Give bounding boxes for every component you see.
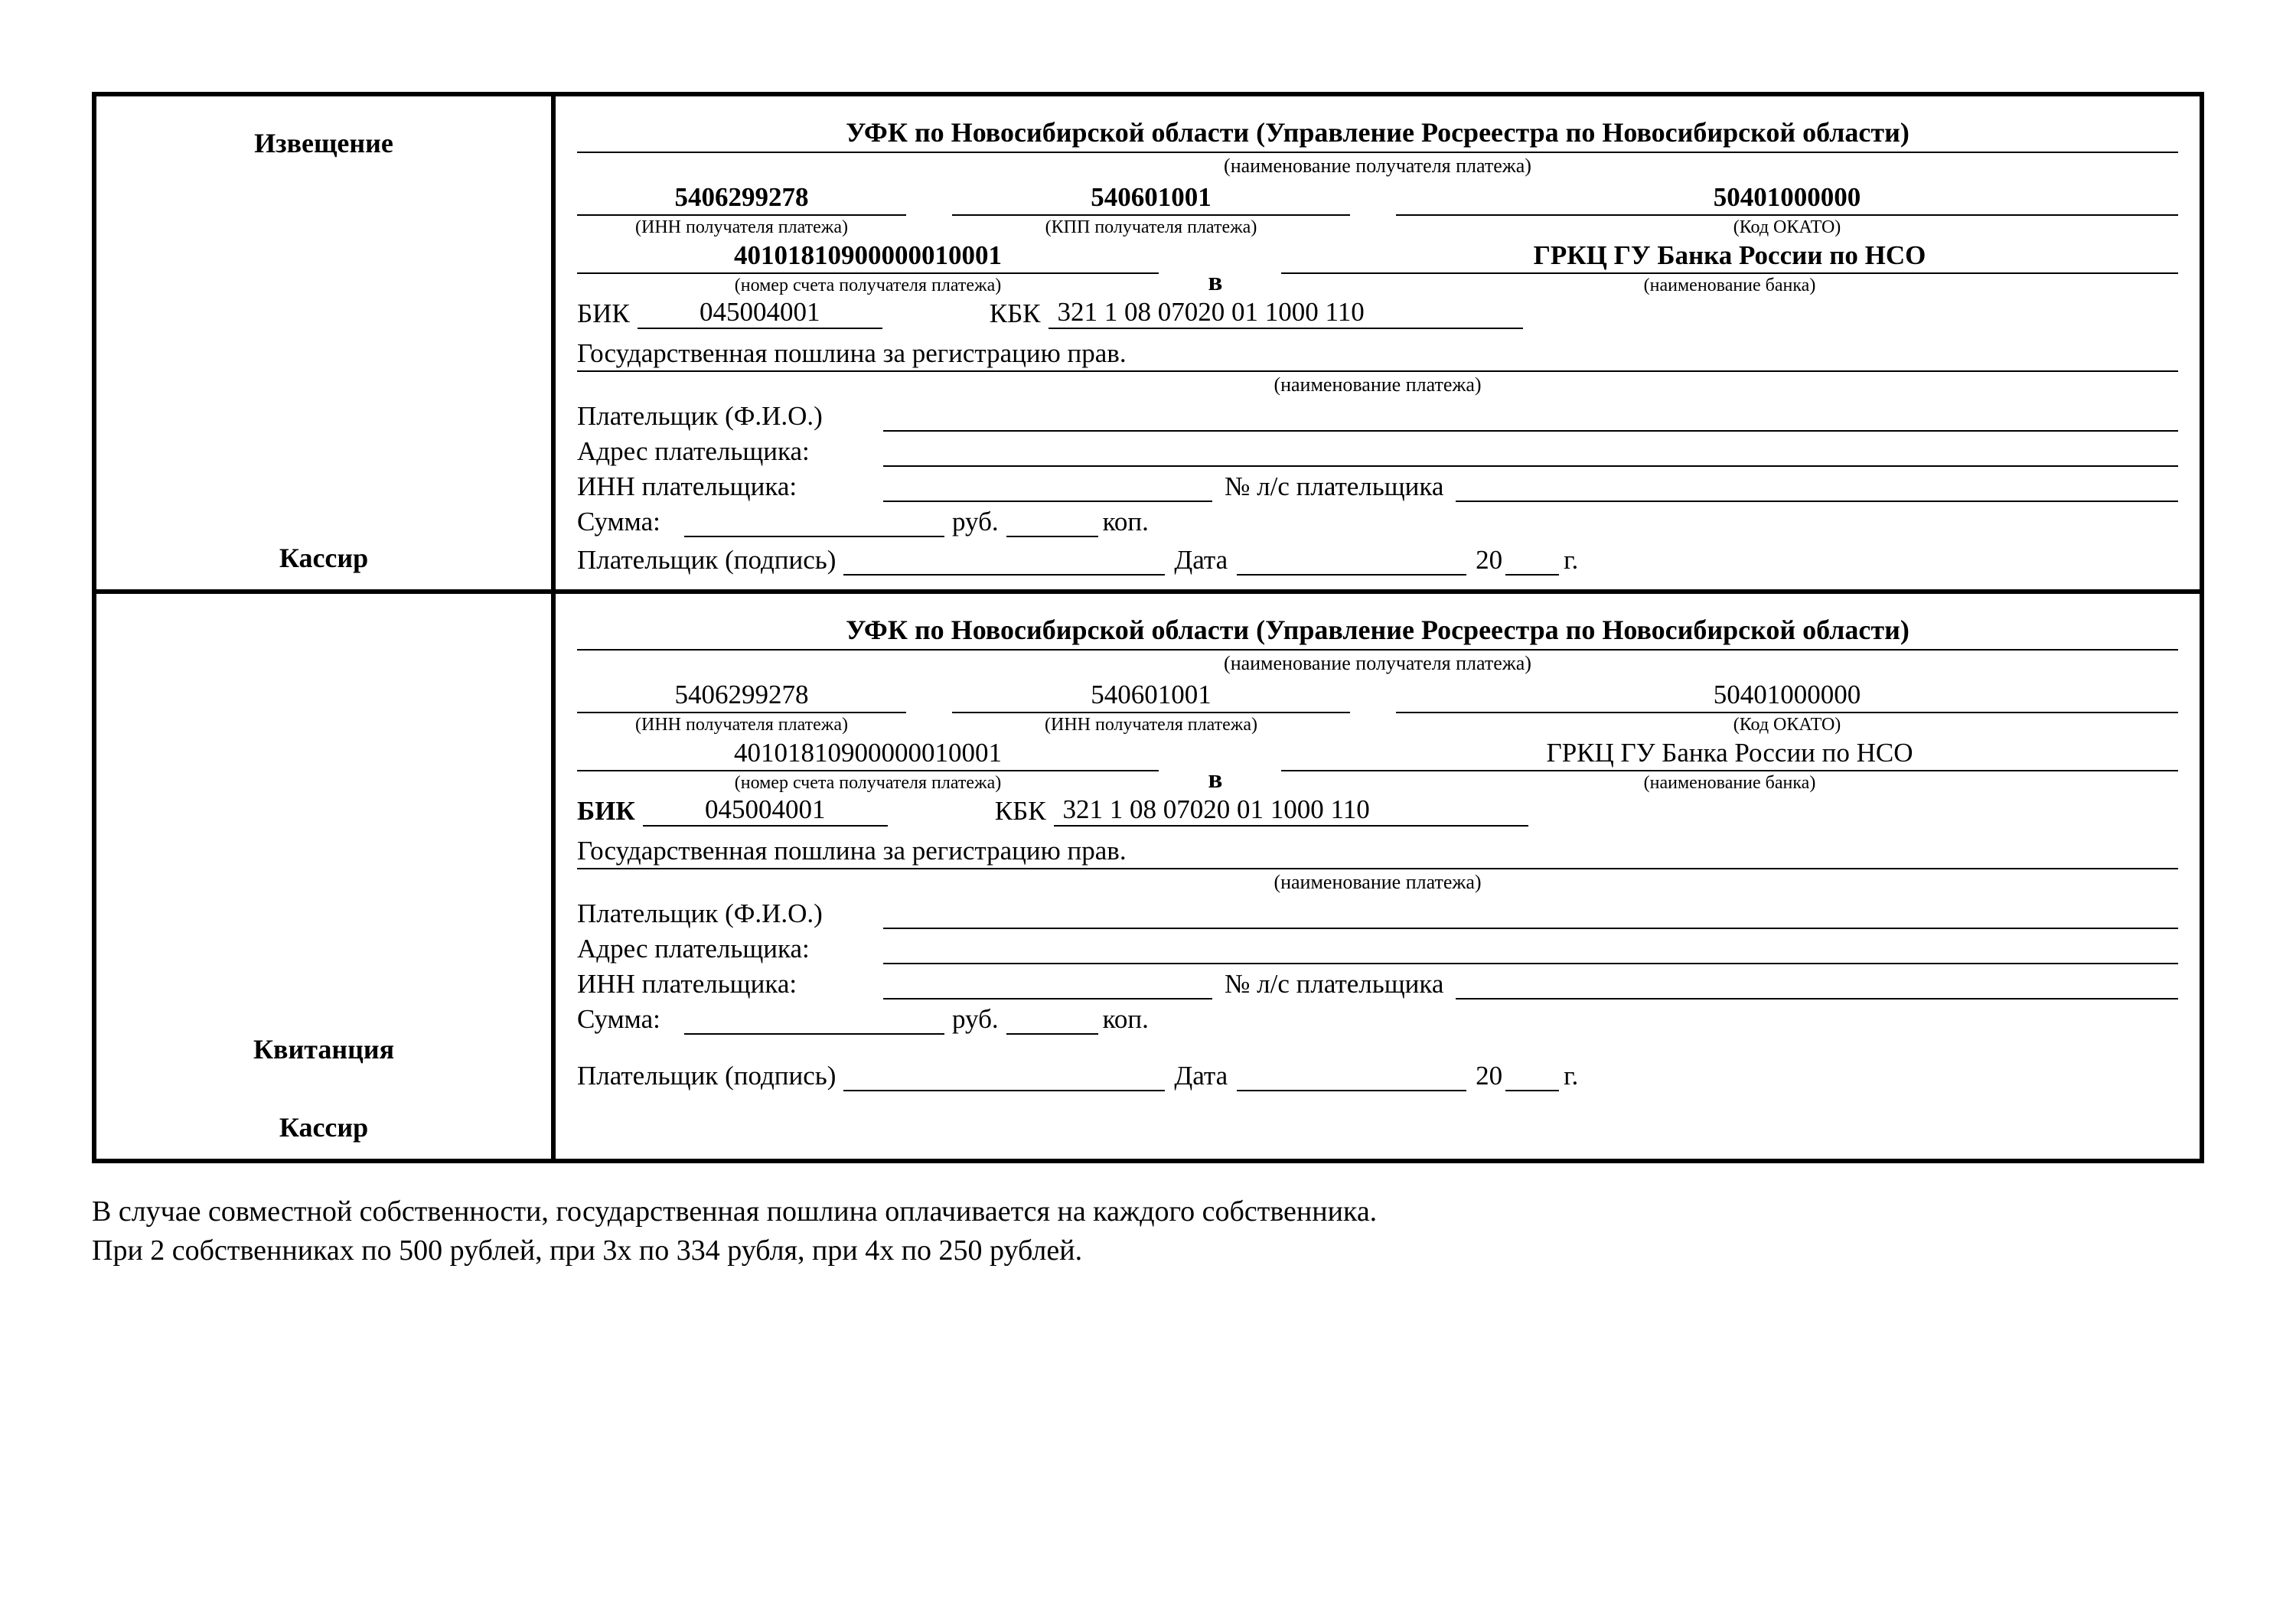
payment-hint-top: (наименование платежа) (577, 373, 2178, 396)
payment-purpose-bottom: Государственная пошлина за регистрацию п… (577, 836, 2178, 869)
date-label-top: Дата (1165, 545, 1237, 576)
inn-top: 5406299278 (577, 182, 906, 216)
kbk-bottom: 321 1 08 07020 01 1000 110 (1054, 794, 1528, 827)
kpp-hint-top: (КПП получателя платежа) (952, 217, 1350, 239)
notice-side-col: Извещение Кассир (96, 96, 556, 589)
account-bottom: 40101810900000010001 (577, 738, 1159, 771)
okato-hint-bottom: (Код ОКАТО) (1396, 715, 2178, 736)
year-prefix-bottom: 20 (1466, 1061, 1505, 1091)
okato-bottom: 50401000000 (1396, 680, 2178, 713)
sum-rub-blank-bottom (684, 1007, 944, 1035)
cashier-label-top: Кассир (279, 542, 368, 574)
signature-label-top: Плательщик (подпись) (577, 545, 843, 576)
kpp-top: 540601001 (952, 182, 1350, 216)
date-blank-top (1237, 548, 1466, 576)
kbk-label-top: КБК (990, 298, 1049, 329)
kpp-hint-bottom: (ИНН получателя платежа) (952, 715, 1350, 736)
payment-purpose-top: Государственная пошлина за регистрацию п… (577, 338, 2178, 372)
in-bank-label-bottom: в (1208, 764, 1223, 794)
inn-bottom: 5406299278 (577, 680, 906, 713)
bik-label-top: БИК (577, 298, 638, 329)
payment-hint-bottom: (наименование платежа) (577, 871, 2178, 894)
account-top: 40101810900000010001 (577, 240, 1159, 274)
payer-fio-blank-bottom (883, 902, 2178, 929)
receipt-half: Квитанция Кассир УФК по Новосибирской об… (96, 589, 2200, 1159)
footnote-line-2: При 2 собственниках по 500 рублей, при 3… (92, 1231, 2204, 1270)
footnote: В случае совместной собственности, госуд… (92, 1192, 2204, 1271)
year-suffix-bottom: г. (1559, 1061, 1586, 1091)
year-blank-bottom (1505, 1064, 1559, 1091)
payer-inn-label-top: ИНН плательщика: (577, 471, 883, 502)
payer-addr-label-bottom: Адрес плательщика: (577, 934, 883, 964)
inn-hint-bottom: (ИНН получателя платежа) (577, 715, 906, 736)
account-hint-bottom: (номер счета получателя платежа) (577, 773, 1159, 794)
rub-label-bottom: руб. (944, 1004, 1006, 1035)
bik-bottom: 045004001 (643, 794, 888, 827)
receipt-main: УФК по Новосибирской области (Управление… (556, 594, 2200, 1159)
bank-top: ГРКЦ ГУ Банка России по НСО (1281, 240, 2178, 274)
sum-label-bottom: Сумма: (577, 1004, 684, 1035)
inn-hint-top: (ИНН получателя платежа) (577, 217, 906, 239)
rub-label-top: руб. (944, 507, 1006, 537)
okato-top: 50401000000 (1396, 182, 2178, 216)
kop-label-bottom: коп. (1098, 1004, 1156, 1035)
ls-blank-top (1456, 474, 2178, 502)
sum-kop-blank-bottom (1006, 1007, 1098, 1035)
in-bank-label-top: в (1208, 266, 1223, 297)
notice-half: Извещение Кассир УФК по Новосибирской об… (96, 96, 2200, 589)
cashier-label-bottom: Кассир (279, 1111, 368, 1143)
payer-fio-blank-top (883, 404, 2178, 432)
signature-blank-bottom (843, 1064, 1165, 1091)
signature-label-bottom: Плательщик (подпись) (577, 1061, 843, 1091)
recipient-hint-bottom: (наименование получателя платежа) (577, 652, 2178, 675)
payer-fio-label-bottom: Плательщик (Ф.И.О.) (577, 898, 883, 929)
ls-label-bottom: № л/с плательщика (1212, 969, 1456, 1000)
payer-fio-label-top: Плательщик (Ф.И.О.) (577, 401, 883, 432)
payer-addr-label-top: Адрес плательщика: (577, 436, 883, 467)
sum-rub-blank-top (684, 510, 944, 537)
sum-label-top: Сумма: (577, 507, 684, 537)
payment-form: Извещение Кассир УФК по Новосибирской об… (92, 92, 2204, 1163)
payer-inn-label-bottom: ИНН плательщика: (577, 969, 883, 1000)
year-suffix-top: г. (1559, 545, 1586, 576)
year-blank-top (1505, 548, 1559, 576)
bank-hint-top: (наименование банка) (1281, 276, 2178, 297)
payer-inn-blank-bottom (883, 972, 1212, 1000)
kbk-top: 321 1 08 07020 01 1000 110 (1049, 297, 1523, 329)
payer-addr-blank-bottom (883, 937, 2178, 964)
year-prefix-top: 20 (1466, 545, 1505, 576)
ls-blank-bottom (1456, 972, 2178, 1000)
bik-label-bottom: БИК (577, 796, 643, 827)
kbk-label-bottom: КБК (995, 796, 1054, 827)
payer-addr-blank-top (883, 439, 2178, 467)
date-blank-bottom (1237, 1064, 1466, 1091)
receipt-label: Квитанция (253, 1033, 394, 1065)
notice-label: Извещение (254, 127, 393, 159)
payer-inn-blank-top (883, 474, 1212, 502)
okato-hint-top: (Код ОКАТО) (1396, 217, 2178, 239)
footnote-line-1: В случае совместной собственности, госуд… (92, 1192, 2204, 1231)
signature-blank-top (843, 548, 1165, 576)
bik-top: 045004001 (638, 297, 882, 329)
kpp-bottom: 540601001 (952, 680, 1350, 713)
recipient-name-bottom: УФК по Новосибирской области (Управление… (577, 609, 2178, 651)
kop-label-top: коп. (1098, 507, 1156, 537)
bank-bottom: ГРКЦ ГУ Банка России по НСО (1281, 738, 2178, 771)
date-label-bottom: Дата (1165, 1061, 1237, 1091)
notice-main: УФК по Новосибирской области (Управление… (556, 96, 2200, 589)
sum-kop-blank-top (1006, 510, 1098, 537)
recipient-hint-top: (наименование получателя платежа) (577, 155, 2178, 178)
receipt-side-col: Квитанция Кассир (96, 594, 556, 1159)
bank-hint-bottom: (наименование банка) (1281, 773, 2178, 794)
account-hint-top: (номер счета получателя платежа) (577, 276, 1159, 297)
recipient-name-top: УФК по Новосибирской области (Управление… (577, 112, 2178, 153)
ls-label-top: № л/с плательщика (1212, 471, 1456, 502)
